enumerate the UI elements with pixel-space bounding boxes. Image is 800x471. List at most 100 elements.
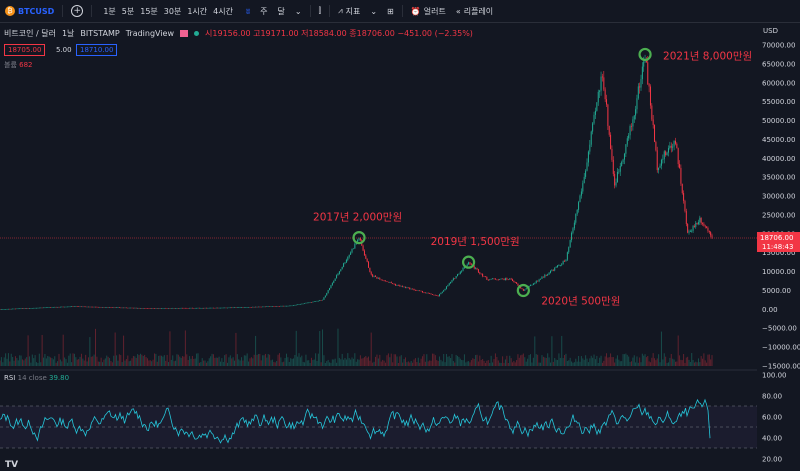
interval-3[interactable]: 30분 (163, 6, 182, 16)
volume-bar (487, 360, 489, 366)
candle-body (454, 278, 456, 279)
candle-body (635, 109, 637, 116)
alert-label: 얼러트 (423, 6, 446, 16)
candle-body (561, 264, 563, 266)
divider (62, 5, 64, 17)
candle-body (688, 231, 690, 233)
replay-button[interactable]: « 리플레이 (451, 6, 498, 17)
candle-body (180, 307, 182, 309)
candle-body (124, 307, 126, 309)
alert-button[interactable]: ⏰ 얼러트 (406, 6, 451, 17)
volume-bar (637, 362, 639, 366)
candle-body (684, 200, 686, 212)
candle-body (592, 123, 594, 132)
candle-body (492, 278, 494, 280)
volume-bar (544, 357, 546, 366)
volume-bar (10, 353, 12, 366)
tradingview-logo[interactable]: TV (5, 460, 19, 470)
volume-bar (264, 353, 266, 366)
candle-body (512, 279, 514, 282)
compare-button[interactable]: + (66, 5, 88, 17)
volume-bar (531, 362, 533, 366)
volume-bar (177, 354, 179, 366)
candle-body (658, 167, 660, 171)
y-tick-label: 45000.00 (762, 136, 795, 144)
candle-body (295, 304, 297, 306)
volume-bar (693, 362, 695, 366)
price-axis[interactable]: 70000.00 65000.00 60000.00 55000.00 50000.00… (762, 42, 800, 371)
volume-bar (569, 357, 571, 366)
volume-bar (433, 353, 435, 366)
rsi-axis[interactable]: 100.00 80.00 60.00 40.00 20.00 (762, 372, 787, 464)
dropdown-button[interactable]: ⌄ (290, 7, 307, 16)
candle-body (670, 145, 672, 148)
volume-bar (294, 354, 296, 366)
month-interval[interactable]: 달 (277, 6, 285, 16)
volume-bar (564, 355, 566, 366)
volume-bar (99, 361, 101, 366)
layout-button[interactable]: ⊞ (382, 7, 399, 16)
indicators-dropdown[interactable]: ⌄ (365, 7, 382, 16)
volume-bar (3, 357, 5, 366)
candle-body (504, 278, 506, 280)
candle-body (559, 265, 561, 266)
symbol-search[interactable]: ₿ BTCUSD (0, 6, 59, 16)
candle-body (551, 270, 553, 271)
candle-body (655, 141, 657, 151)
plus-circle-icon: + (71, 5, 84, 17)
candle-body (255, 306, 257, 308)
volume-bar (395, 354, 397, 366)
candle-body (100, 306, 102, 308)
volume-bar (208, 358, 210, 366)
candle-body (309, 302, 311, 303)
candle-body (459, 271, 461, 274)
candle-body (534, 283, 536, 284)
volume-bar (107, 356, 109, 366)
candle-body (208, 307, 210, 309)
volume-bar (348, 358, 350, 366)
interval-4[interactable]: 1시간 (187, 6, 208, 16)
volume-bar (111, 362, 113, 366)
rsi-tick-label: 80.00 (762, 393, 782, 401)
candle-body (660, 159, 662, 166)
candles-button[interactable]: ⫿ (314, 6, 327, 16)
rsi-name: RSI (4, 374, 16, 382)
volume-bar (276, 360, 278, 366)
week-interval[interactable]: 주 (260, 6, 268, 16)
candle-body (625, 144, 627, 154)
candle-body (594, 110, 596, 115)
volume-bar (106, 355, 108, 366)
volume-bar (327, 359, 329, 366)
candle-body (510, 278, 512, 280)
buy-price[interactable]: 18710.00 (76, 44, 118, 56)
chart-legend: 비트코인 / 달러 1날 BITSTAMP TradingView 시19156… (4, 28, 473, 39)
volume-bar (175, 360, 177, 366)
candle-body (386, 281, 388, 282)
candle-body (365, 255, 367, 259)
volume-bar (626, 354, 628, 366)
interval-5[interactable]: 4시간 (213, 6, 233, 16)
interval-2[interactable]: 15분 (140, 6, 158, 16)
candle-body (221, 307, 223, 309)
bars-style-button[interactable]: ʬ (241, 7, 255, 16)
volume-bar (409, 362, 411, 366)
flag-icon[interactable] (180, 30, 189, 37)
volume-bar (669, 357, 671, 366)
candle-body (444, 288, 446, 291)
candles (0, 54, 713, 310)
volume-bar (273, 361, 275, 366)
interval-1[interactable]: 5분 (121, 6, 135, 16)
interval-0[interactable]: 1분 (103, 6, 116, 16)
volume-bar (165, 360, 167, 366)
candle-body (144, 308, 146, 309)
sell-price[interactable]: 18705.00 (4, 44, 46, 56)
candle-body (99, 306, 101, 308)
volume-bar (482, 359, 484, 366)
candle-body (395, 284, 397, 286)
indicators-button[interactable]: ⩘ 지표 (333, 6, 365, 17)
candle-body (379, 278, 381, 280)
candle-body (423, 292, 425, 294)
candle-body (633, 115, 635, 120)
volume-bar (385, 362, 387, 366)
